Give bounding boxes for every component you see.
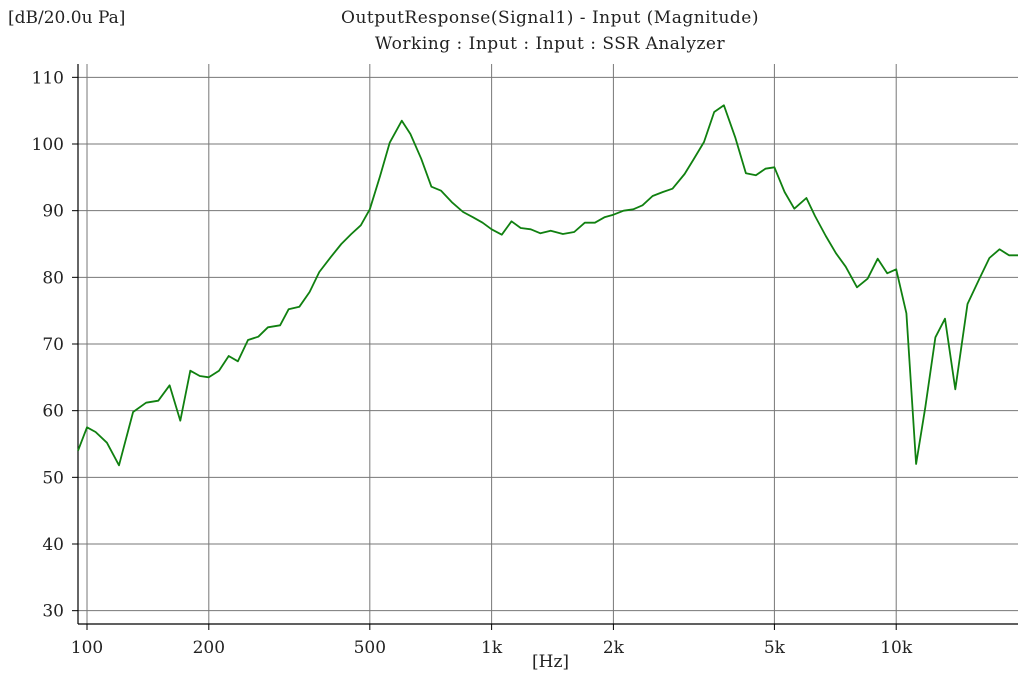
- magnitude-series-line: [77, 104, 1018, 467]
- x-tick-label: 1k: [481, 638, 503, 658]
- x-tick-label: 500: [354, 638, 386, 658]
- y-tick-label: 90: [42, 202, 64, 222]
- y-tick-label: 100: [32, 135, 64, 155]
- y-axis-ticks: 30 40 50 60 70 80 90 100 110: [32, 68, 78, 622]
- y-tick-label: 80: [42, 268, 64, 288]
- y-tick-label: 60: [42, 402, 64, 422]
- x-tick-label: 200: [193, 638, 225, 658]
- x-axis-unit-label: [Hz]: [532, 652, 570, 672]
- y-tick-label: 110: [32, 68, 64, 88]
- y-tick-label: 50: [42, 468, 64, 488]
- x-tick-label: 100: [71, 638, 103, 658]
- x-axis-ticks: 100 200 500 1k 2k 5k 10k: [71, 624, 913, 658]
- y-tick-label: 70: [42, 335, 64, 355]
- y-tick-label: 40: [42, 535, 64, 555]
- chart-title: OutputResponse(Signal1) - Input (Magnitu…: [341, 8, 759, 28]
- y-tick-label: 30: [42, 602, 64, 622]
- chart-subtitle: Working : Input : Input : SSR Analyzer: [374, 34, 726, 54]
- y-axis-unit-label: [dB/20.0u Pa]: [8, 8, 126, 28]
- x-tick-label: 10k: [880, 638, 913, 658]
- x-tick-label: 2k: [603, 638, 625, 658]
- x-tick-label: 5k: [764, 638, 786, 658]
- grid-lines: [78, 64, 1018, 624]
- plot-area: [77, 104, 1018, 467]
